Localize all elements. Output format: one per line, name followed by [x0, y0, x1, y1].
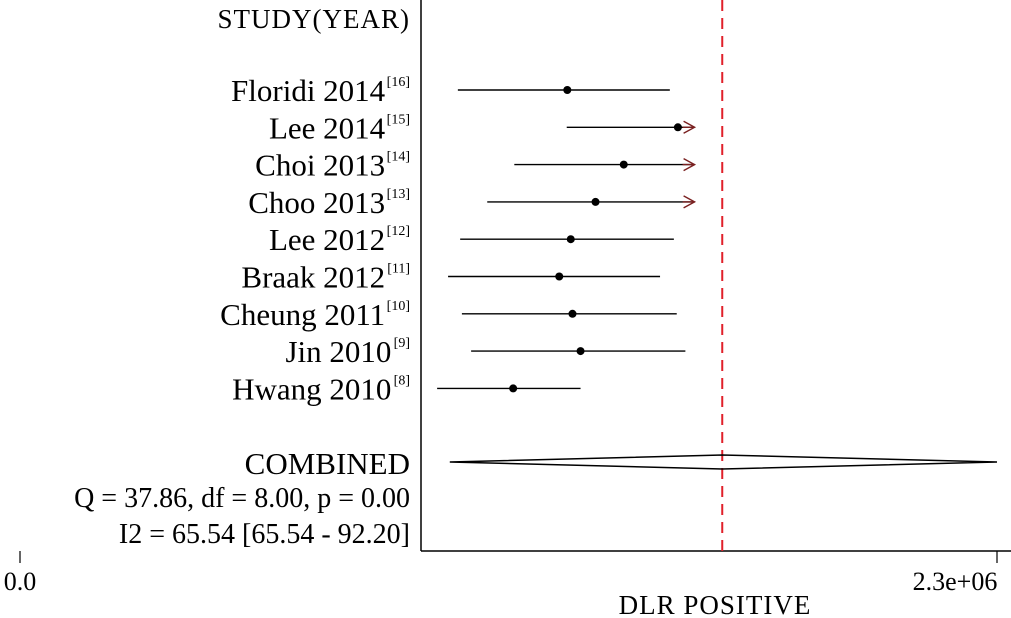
column-header: STUDY(YEAR): [218, 4, 411, 34]
study-reference: [11]: [387, 262, 410, 277]
point-estimate: [619, 160, 628, 169]
study-label: Choo 2013: [248, 185, 385, 220]
study-label: Jin 2010: [285, 334, 391, 369]
study-reference: [15]: [387, 112, 410, 127]
study-label: Braak 2012: [241, 260, 385, 295]
study-label: Hwang 2010: [232, 371, 391, 406]
point-estimate: [563, 86, 572, 94]
point-estimate: [568, 309, 577, 318]
study-label: Lee 2014: [269, 110, 386, 145]
point-estimate: [555, 272, 564, 281]
point-estimate: [591, 197, 600, 206]
heterogeneity-stats-q: Q = 37.86, df = 8.00, p = 0.00: [74, 483, 410, 514]
study-label: Cheung 2011: [220, 297, 385, 332]
study-reference: [13]: [387, 187, 410, 202]
point-estimate: [673, 123, 682, 132]
x-tick-label-0: 0.0: [4, 567, 37, 596]
combined-label: COMBINED: [245, 446, 410, 481]
heterogeneity-stats-i2: I2 = 65.54 [65.54 - 92.20]: [119, 519, 410, 550]
study-reference: [10]: [387, 299, 410, 314]
study-reference: [9]: [394, 336, 410, 351]
study-label: Choi 2013: [255, 148, 385, 183]
study-reference: [12]: [387, 224, 410, 239]
x-axis-title: DLR POSITIVE: [619, 590, 812, 618]
x-tick-label-1: 2.3e+06: [913, 567, 998, 596]
study-labels: Floridi 2014 [16] Lee 2014 [15] Choi 2013 [14…: [220, 73, 410, 406]
study-marks: [437, 86, 697, 393]
point-estimate: [509, 384, 518, 393]
point-estimate: [576, 347, 585, 356]
ci-truncation-arrow: [682, 120, 697, 134]
ci-truncation-arrow: [682, 195, 697, 209]
study-reference: [8]: [394, 373, 410, 388]
point-estimate: [566, 235, 575, 244]
combined-diamond: [449, 454, 998, 470]
study-label: Floridi 2014: [231, 73, 386, 108]
study-reference: [16]: [387, 75, 410, 90]
study-label: Lee 2012: [269, 222, 385, 257]
ci-truncation-arrow: [682, 157, 697, 172]
study-reference: [14]: [387, 150, 410, 165]
